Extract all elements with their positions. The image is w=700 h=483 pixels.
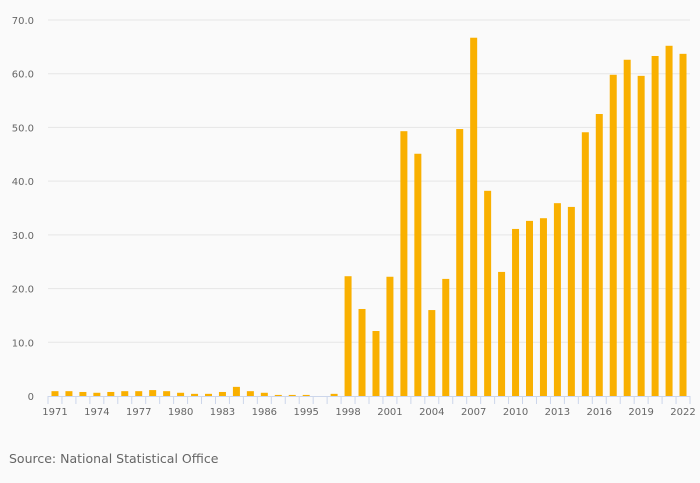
bar-1992 <box>288 394 296 396</box>
x-tick-label: 2010 <box>503 407 528 418</box>
bar-1985 <box>246 391 254 396</box>
bar-1976 <box>121 391 129 396</box>
bar-2015 <box>581 132 589 396</box>
bar-2020 <box>651 55 659 396</box>
x-tick-label: 2016 <box>587 407 612 418</box>
x-tick-label: 2001 <box>377 407 402 418</box>
gridlines <box>48 19 690 343</box>
bar-2009 <box>498 271 506 396</box>
bar-1998 <box>344 276 352 396</box>
x-tick-label: 1977 <box>126 407 151 418</box>
bar-1995 <box>302 394 310 396</box>
y-tick-label: 20.0 <box>12 285 34 296</box>
bars <box>51 37 687 397</box>
bar-2022 <box>679 53 687 397</box>
bar-1997 <box>330 393 338 396</box>
bar-1983 <box>218 391 226 396</box>
y-axis-ticks: 0 10.0 20.0 30.0 40.0 50.0 60.0 70.0 <box>12 16 34 403</box>
bar-chart: 010.020.030.040.050.060.070.0 1971 1974 19… <box>12 16 696 418</box>
bar-2001 <box>386 276 394 396</box>
x-tick-label: 1986 <box>252 407 277 418</box>
x-tick-label: 1971 <box>42 407 67 418</box>
x-tick-label: 1980 <box>168 407 193 418</box>
bar-2018 <box>623 59 631 397</box>
bar-1980 <box>177 392 185 396</box>
x-tick-label: 2013 <box>545 407 570 418</box>
bar-1977 <box>135 391 143 396</box>
bar-2013 <box>553 203 561 396</box>
x-tick-label: 1983 <box>210 407 235 418</box>
bar-2008 <box>484 190 492 396</box>
bar-2019 <box>637 75 645 396</box>
x-axis: 1971 1974 1977 1980 1983 1986 1995 1998 2001 2004… <box>42 396 696 418</box>
y-tick-label: 70.0 <box>12 16 34 27</box>
bar-2007 <box>470 37 478 397</box>
x-tick-label: 2007 <box>461 407 486 418</box>
y-tick-label: 0 <box>28 392 34 403</box>
bar-2021 <box>665 45 673 396</box>
bar-2010 <box>512 228 520 396</box>
bar-2016 <box>595 114 603 396</box>
bar-1979 <box>163 391 171 396</box>
source-note: Source: National Statistical Office <box>9 451 219 466</box>
bar-1971 <box>51 391 59 396</box>
x-tick-label: 2019 <box>628 407 653 418</box>
y-tick-label: 30.0 <box>12 231 34 242</box>
x-tick-label: 2022 <box>670 407 695 418</box>
x-tick-label: 1998 <box>335 407 360 418</box>
y-tick-label: 10.0 <box>12 338 34 349</box>
bar-1974 <box>93 392 101 396</box>
bar-2004 <box>428 310 436 396</box>
bar-1986 <box>260 392 268 396</box>
bar-2003 <box>414 153 422 396</box>
bar-2011 <box>526 220 533 396</box>
bar-1972 <box>65 391 73 396</box>
bar-1978 <box>149 390 157 396</box>
y-tick-label: 50.0 <box>12 123 34 134</box>
bar-2012 <box>539 218 547 396</box>
y-tick-label: 40.0 <box>12 177 34 188</box>
x-tick-label: 2004 <box>419 407 444 418</box>
x-tick-label: 1974 <box>84 407 109 418</box>
bar-2014 <box>567 206 575 396</box>
bar-2006 <box>456 129 464 397</box>
bar-1999 <box>358 308 366 396</box>
bar-1984 <box>232 386 240 396</box>
bar-1975 <box>107 391 115 396</box>
bar-1981 <box>191 393 199 396</box>
y-tick-label: 60.0 <box>12 70 34 81</box>
bar-1982 <box>205 393 212 396</box>
bar-2000 <box>372 331 380 396</box>
x-tick-label: 1995 <box>293 407 318 418</box>
bar-2017 <box>609 74 617 396</box>
bar-1988 <box>274 394 282 396</box>
bar-2002 <box>400 131 408 396</box>
bar-1973 <box>79 391 87 396</box>
bar-2005 <box>442 278 450 396</box>
